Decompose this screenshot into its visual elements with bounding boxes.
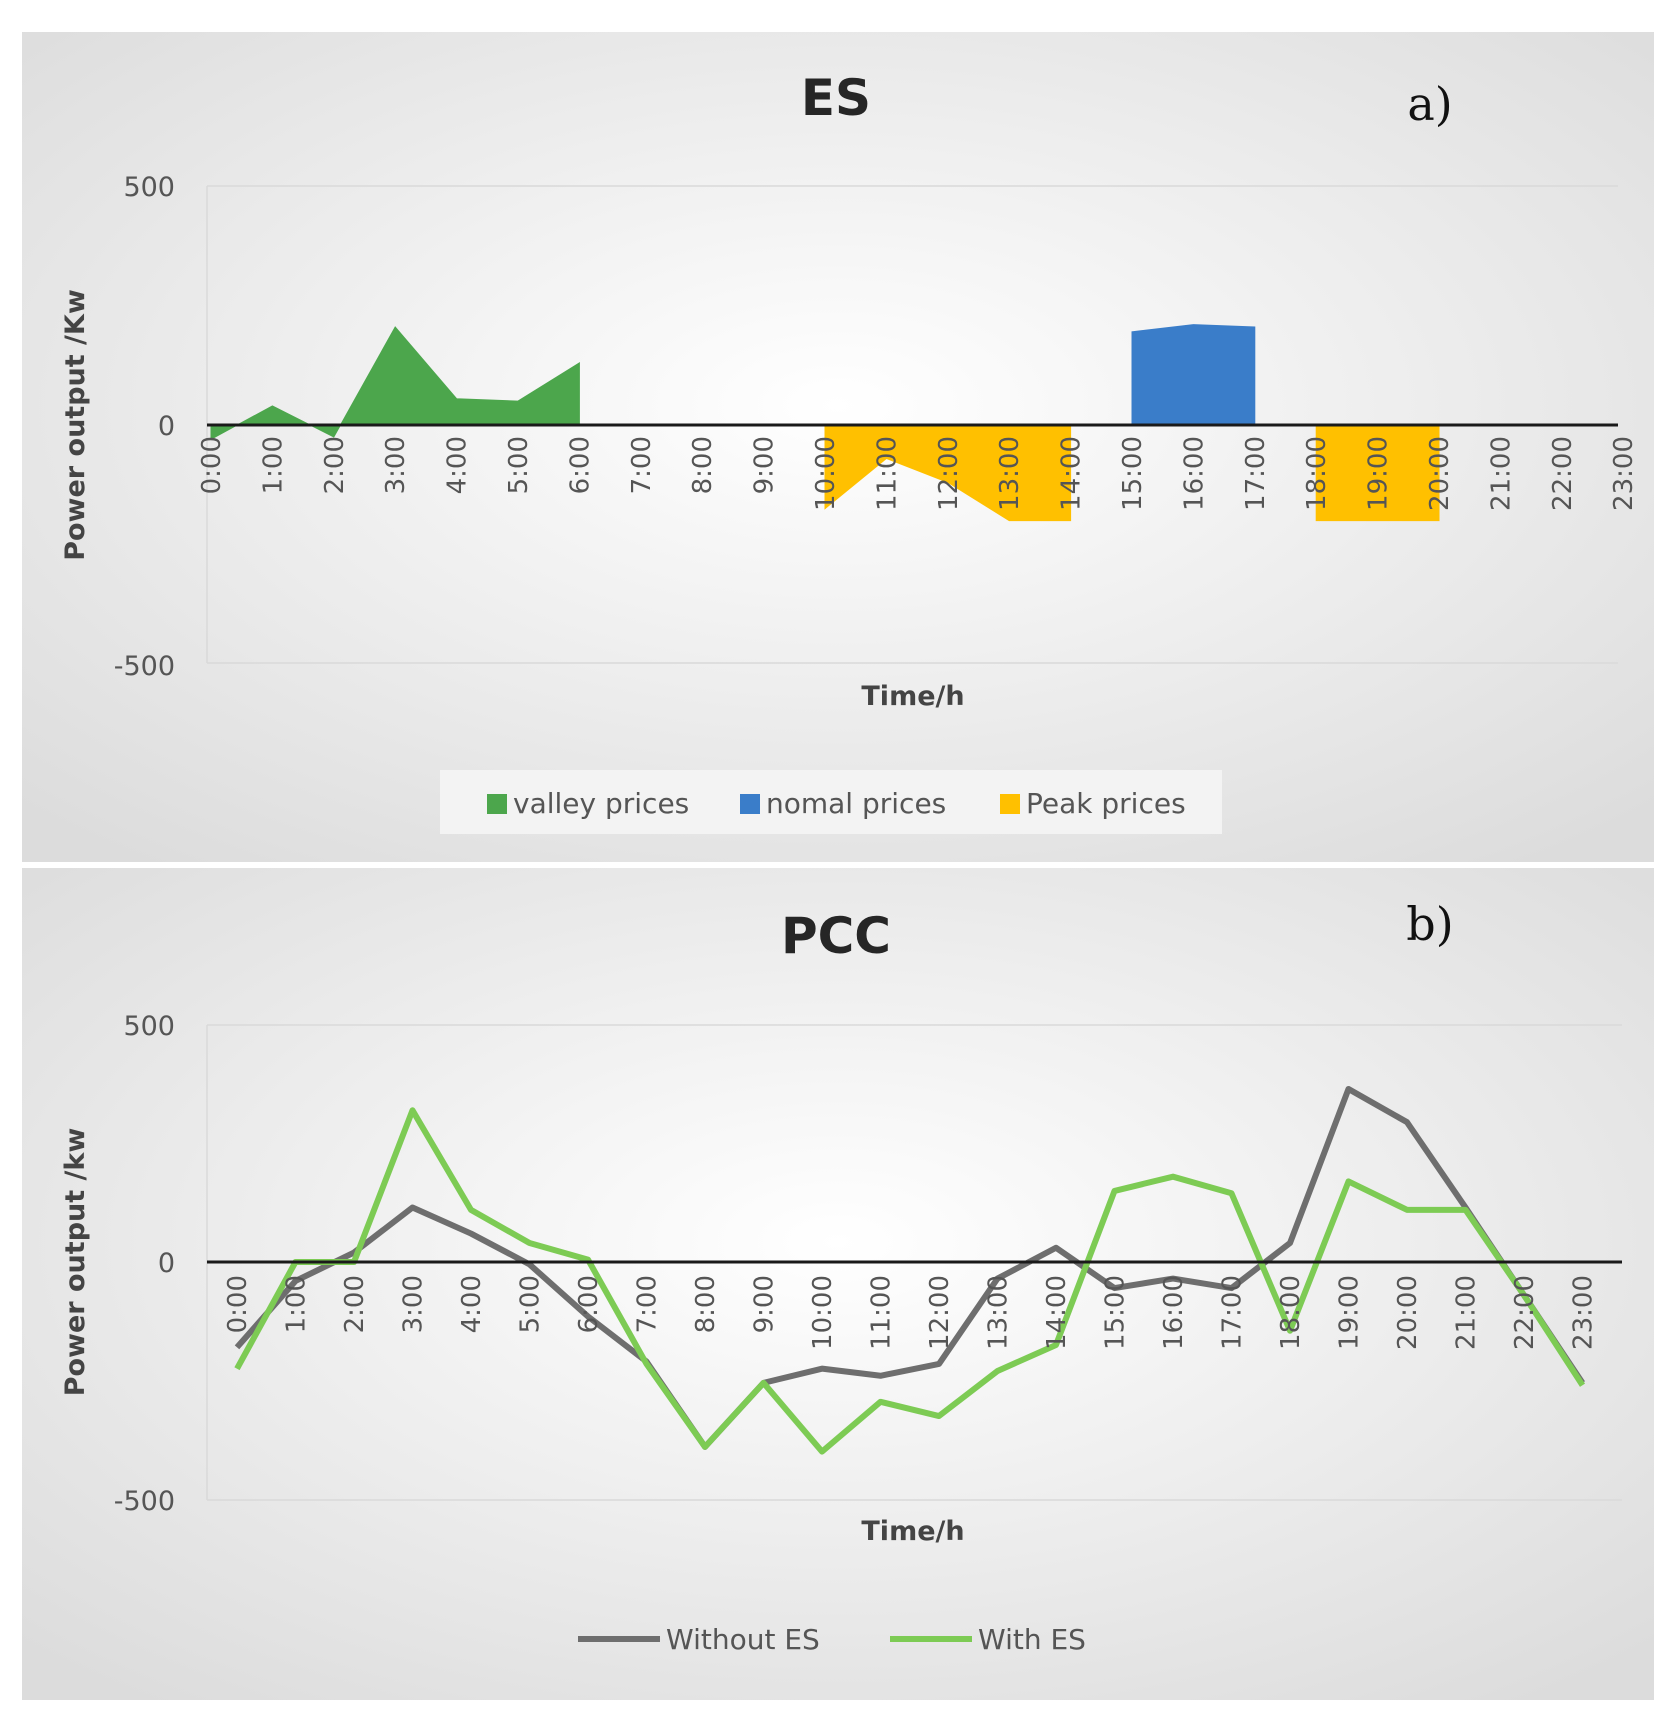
panel-b-x-tick-label: 14:00	[1042, 1275, 1072, 1350]
panel-a-x-tick-label: 14:00	[1057, 436, 1087, 511]
panel-a-x-tick-label: 0:00	[197, 436, 227, 494]
panel-b-x-tick-label: 12:00	[925, 1275, 955, 1350]
panel-b-x-tick-label: 19:00	[1335, 1275, 1365, 1350]
panel-b-x-tick-label: 21:00	[1452, 1275, 1482, 1350]
panel-b-x-tick-label: 13:00	[984, 1275, 1014, 1350]
panel-b-x-tick-label: 9:00	[750, 1275, 780, 1333]
panel-b-x-tick-label: 0:00	[223, 1275, 253, 1333]
panel-b-y-tick-top: 500	[123, 1011, 175, 1042]
panel-a-area-valley-prices-0	[210, 326, 580, 441]
panel-b-x-tick-label: 15:00	[1101, 1275, 1131, 1350]
panel-a-x-tick-label: 2:00	[320, 436, 350, 494]
panel-a-area-peak-prices-0	[824, 424, 1072, 522]
legend-swatch-peak-prices	[1000, 794, 1020, 814]
panel-b-title: PCC	[781, 907, 891, 965]
panel-b-line-without-es	[234, 1085, 1585, 1450]
panel-a-x-tick-label: 13:00	[995, 436, 1025, 511]
panel-b-x-axis-label: Time/h	[861, 1516, 964, 1547]
panel-a-x-tick-label: 15:00	[1118, 436, 1148, 511]
panel-b-x-tick-label: 2:00	[340, 1275, 370, 1333]
panel-b-x-tick-label: 16:00	[1159, 1275, 1189, 1350]
panel-a-x-tick-label: 4:00	[443, 436, 473, 494]
panel-a-x-tick-label: 6:00	[565, 436, 595, 494]
panel-a-x-tick-label: 7:00	[627, 436, 657, 494]
panel-b-y-tick-bottom: -500	[114, 1486, 175, 1517]
panel-b-x-tick-label: 4:00	[457, 1275, 487, 1333]
panel-b-label: b)	[1406, 897, 1453, 951]
panel-b-y-tick-zero: 0	[158, 1248, 175, 1279]
panel-a-legend: valley prices nomal prices Peak prices	[440, 770, 1222, 834]
panel-b-x-tick-label: 20:00	[1393, 1275, 1423, 1350]
panel-a-x-tick-label: 19:00	[1364, 436, 1394, 511]
panel-b-x-tick-label: 11:00	[867, 1275, 897, 1350]
panel-b-x-tick-label: 3:00	[399, 1275, 429, 1333]
panel-a-x-tick-label: 18:00	[1302, 436, 1332, 511]
panel-b-x-tick-label: 22:00	[1510, 1275, 1540, 1350]
panel-a-x-tick-label: 1:00	[258, 436, 288, 494]
panel-a-title: ES	[801, 69, 871, 127]
panel-a-y-tick-top: 500	[123, 172, 175, 203]
panel-a-x-axis-label: Time/h	[861, 681, 964, 712]
legend-label-with-es: With ES	[978, 1623, 1086, 1656]
panel-a-x-tick-label: 12:00	[934, 436, 964, 511]
panel-a-y-tick-zero: 0	[158, 411, 175, 442]
legend-label-valley-prices: valley prices	[513, 787, 689, 820]
panel-b-x-tick-label: 5:00	[516, 1275, 546, 1333]
legend-label-without-es: Without ES	[666, 1623, 820, 1656]
legend-label-nomal-prices: nomal prices	[766, 787, 946, 820]
panel-a-x-tick-label: 22:00	[1548, 436, 1578, 511]
legend-swatch-nomal-prices	[740, 794, 760, 814]
panel-b-x-tick-label: 18:00	[1276, 1275, 1306, 1350]
panel-b-x-tick-label: 8:00	[691, 1275, 721, 1333]
panel-a-label: a)	[1407, 77, 1452, 131]
panel-a-y-tick-bottom: -500	[114, 651, 175, 682]
panel-a-x-tick-label: 5:00	[504, 436, 534, 494]
panel-a-x-tick-label: 16:00	[1179, 436, 1209, 511]
panel-a-legend-box	[440, 770, 1222, 834]
legend-label-peak-prices: Peak prices	[1026, 787, 1186, 820]
legend-swatch-valley-prices	[487, 794, 507, 814]
panel-a-x-tick-label: 23:00	[1609, 436, 1639, 511]
panel-b-legend: Without ES With ES	[578, 1623, 1086, 1656]
panel-a-y-axis-label: Power output /Kw	[60, 289, 91, 561]
panel-b-x-tick-label: 6:00	[574, 1275, 604, 1333]
panel-b-x-tick-label: 23:00	[1569, 1275, 1599, 1350]
panel-a-x-tick-label: 20:00	[1425, 436, 1455, 511]
panel-b-x-tick-label: 10:00	[808, 1275, 838, 1350]
panel-a-x-tick-label: 11:00	[872, 436, 902, 511]
panel-a-x-tick-label: 3:00	[381, 436, 411, 494]
panel-a-x-tick-label: 10:00	[811, 436, 841, 511]
panel-b-x-tick-label: 17:00	[1218, 1275, 1248, 1350]
panel-a-area-nomal-prices-0	[1131, 324, 1256, 426]
panel-b-line-with-es	[234, 1107, 1586, 1455]
panel-b-x-tick-label: 1:00	[282, 1275, 312, 1333]
panel-b-y-axis-label: Power output /kw	[60, 1128, 91, 1397]
panel-a-x-tick-label: 8:00	[688, 436, 718, 494]
panel-b-x-tick-label: 7:00	[633, 1275, 663, 1333]
panel-a-x-tick-label: 17:00	[1241, 436, 1271, 511]
panel-a-x-tick-label: 9:00	[750, 436, 780, 494]
panel-a-x-tick-label: 21:00	[1486, 436, 1516, 511]
